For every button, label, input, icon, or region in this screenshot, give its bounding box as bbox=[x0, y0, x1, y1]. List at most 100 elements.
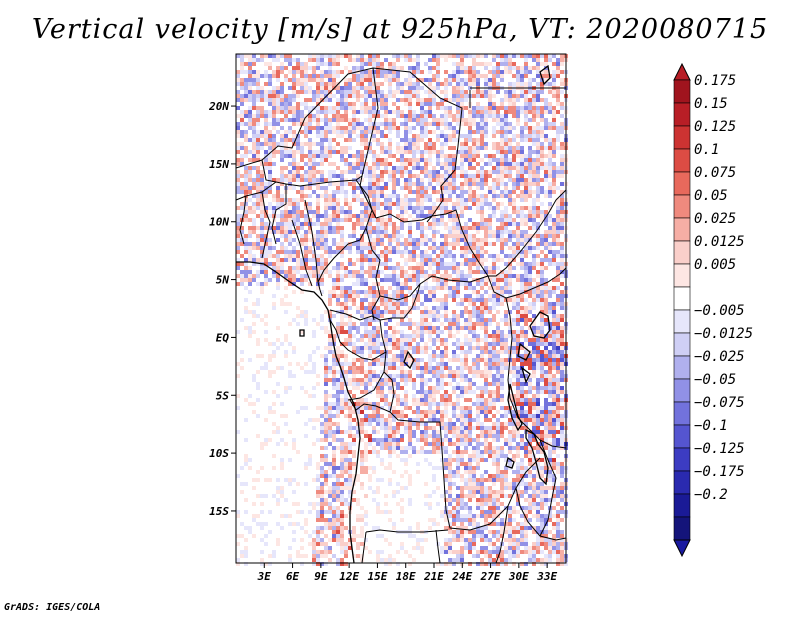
field-cell bbox=[244, 86, 248, 90]
field-cell bbox=[276, 78, 280, 82]
field-cell bbox=[500, 378, 504, 382]
field-cell bbox=[520, 310, 524, 314]
field-cell bbox=[252, 82, 256, 86]
field-cell bbox=[380, 250, 384, 254]
field-cell bbox=[268, 114, 272, 118]
field-cell bbox=[324, 198, 328, 202]
field-cell bbox=[312, 394, 316, 398]
field-cell bbox=[560, 390, 564, 394]
field-cell bbox=[512, 102, 516, 106]
field-cell bbox=[264, 62, 268, 66]
field-cell bbox=[256, 58, 260, 62]
field-cell bbox=[500, 350, 504, 354]
field-cell bbox=[428, 122, 432, 126]
field-cell bbox=[376, 54, 380, 58]
field-cell bbox=[352, 162, 356, 166]
field-cell bbox=[516, 106, 520, 110]
field-cell bbox=[312, 254, 316, 258]
field-cell bbox=[460, 234, 464, 238]
field-cell bbox=[428, 314, 432, 318]
field-cell bbox=[320, 142, 324, 146]
field-cell bbox=[440, 382, 444, 386]
field-cell bbox=[440, 142, 444, 146]
field-cell bbox=[484, 342, 488, 346]
field-cell bbox=[292, 238, 296, 242]
field-cell bbox=[364, 86, 368, 90]
field-cell bbox=[288, 110, 292, 114]
field-cell bbox=[460, 366, 464, 370]
field-cell bbox=[360, 94, 364, 98]
field-cell bbox=[528, 174, 532, 178]
field-cell bbox=[356, 198, 360, 202]
field-cell bbox=[424, 142, 428, 146]
field-cell bbox=[480, 318, 484, 322]
field-cell bbox=[492, 206, 496, 210]
field-cell bbox=[348, 298, 352, 302]
field-cell bbox=[420, 326, 424, 330]
field-cell bbox=[444, 122, 448, 126]
field-cell bbox=[524, 298, 528, 302]
field-cell bbox=[484, 350, 488, 354]
field-cell bbox=[332, 70, 336, 74]
field-cell bbox=[280, 258, 284, 262]
field-cell bbox=[544, 290, 548, 294]
field-cell bbox=[344, 94, 348, 98]
field-cell bbox=[516, 314, 520, 318]
field-cell bbox=[496, 362, 500, 366]
field-cell bbox=[256, 86, 260, 90]
field-cell bbox=[528, 382, 532, 386]
field-cell bbox=[312, 66, 316, 70]
field-cell bbox=[384, 166, 388, 170]
field-cell bbox=[276, 94, 280, 98]
field-cell bbox=[372, 274, 376, 278]
field-cell bbox=[384, 358, 388, 362]
field-cell bbox=[476, 406, 480, 410]
field-cell bbox=[240, 146, 244, 150]
field-cell bbox=[372, 286, 376, 290]
field-cell bbox=[236, 222, 240, 226]
field-cell bbox=[296, 90, 300, 94]
field-cell bbox=[236, 170, 240, 174]
field-cell bbox=[556, 354, 560, 358]
field-cell bbox=[280, 178, 284, 182]
field-cell bbox=[268, 78, 272, 82]
field-cell bbox=[492, 398, 496, 402]
field-cell bbox=[552, 390, 556, 394]
field-cell bbox=[424, 398, 428, 402]
field-cell bbox=[456, 374, 460, 378]
field-cell bbox=[376, 206, 380, 210]
field-cell bbox=[412, 110, 416, 114]
field-cell bbox=[272, 254, 276, 258]
field-cell bbox=[260, 318, 264, 322]
field-cell bbox=[340, 306, 344, 310]
field-cell bbox=[520, 378, 524, 382]
field-cell bbox=[508, 326, 512, 330]
field-cell bbox=[244, 286, 248, 290]
field-cell bbox=[320, 254, 324, 258]
field-cell bbox=[380, 94, 384, 98]
field-cell bbox=[248, 126, 252, 130]
field-cell bbox=[360, 222, 364, 226]
field-cell bbox=[344, 182, 348, 186]
field-cell bbox=[240, 226, 244, 230]
field-cell bbox=[336, 226, 340, 230]
field-cell bbox=[296, 262, 300, 266]
field-cell bbox=[412, 166, 416, 170]
field-cell bbox=[416, 174, 420, 178]
field-cell bbox=[520, 318, 524, 322]
field-cell bbox=[316, 98, 320, 102]
field-cell bbox=[340, 86, 344, 90]
field-cell bbox=[452, 258, 456, 262]
field-cell bbox=[440, 358, 444, 362]
field-cell bbox=[400, 234, 404, 238]
field-cell bbox=[428, 102, 432, 106]
field-cell bbox=[300, 310, 304, 314]
field-cell bbox=[436, 70, 440, 74]
field-cell bbox=[308, 206, 312, 210]
field-cell bbox=[384, 342, 388, 346]
field-cell bbox=[508, 166, 512, 170]
field-cell bbox=[512, 382, 516, 386]
field-cell bbox=[360, 370, 364, 374]
field-cell bbox=[244, 398, 248, 402]
field-cell bbox=[516, 182, 520, 186]
